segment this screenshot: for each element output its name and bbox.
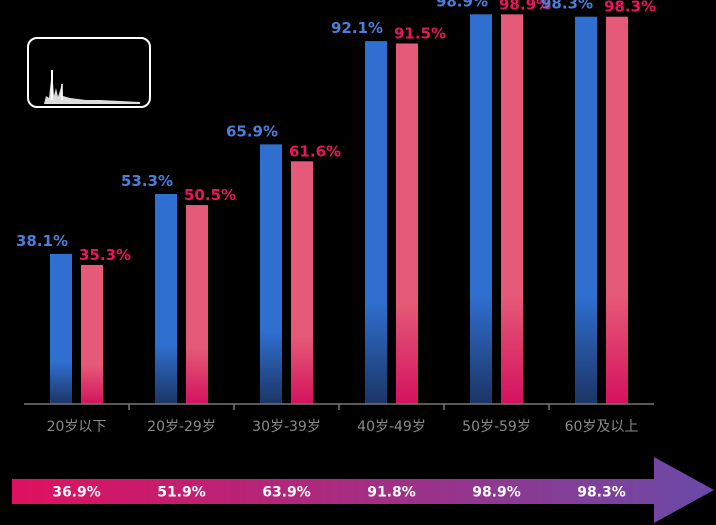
total-label-4: 98.9%	[472, 485, 521, 501]
bar-series2-4	[501, 14, 523, 405]
thumbnail-frame	[27, 37, 151, 108]
bar-series2-0	[81, 264, 103, 404]
bar-series1-4	[470, 14, 492, 405]
total-label-5: 98.3%	[577, 485, 626, 501]
x-axis-ticks: 20岁以下 20岁-29岁 30岁-39岁 40岁-49岁 50岁-59岁 60岁及以上	[47, 404, 639, 435]
value-label-series1-3: 92.1%	[331, 19, 383, 37]
x-tick-label-2: 30岁-39岁	[252, 419, 321, 435]
value-label-series1-2: 65.9%	[226, 122, 278, 140]
value-label-series2-5: 98.3%	[604, 0, 656, 16]
x-tick-label-4: 50岁-59岁	[462, 419, 531, 435]
bar-series1-1	[155, 193, 177, 404]
value-label-series2-3: 91.5%	[394, 24, 446, 42]
gradient-arrow	[12, 457, 714, 523]
bar-series1-3	[365, 41, 387, 404]
thumbnail-box	[27, 37, 151, 108]
bar-series1-5	[575, 16, 597, 405]
total-label-1: 51.9%	[157, 485, 206, 501]
value-label-series2-2: 61.6%	[289, 142, 341, 160]
total-label-2: 63.9%	[262, 485, 311, 501]
value-label-series2-4: 98.9%	[499, 0, 551, 13]
value-label-series1-1: 53.3%	[121, 172, 173, 190]
bar-series2-1	[186, 205, 208, 404]
bar-series2-2	[291, 161, 313, 404]
bars-layer	[50, 14, 628, 405]
x-tick-label-3: 40岁-49岁	[357, 419, 426, 435]
x-tick-label-0: 20岁以下	[47, 419, 107, 435]
value-labels-layer: 38.1% 35.3% 53.3% 50.5% 65.9% 61.6% 92.1% 91.5%…	[16, 0, 656, 264]
x-tick-label-5: 60岁及以上	[565, 419, 639, 435]
value-label-series2-0: 35.3%	[79, 246, 131, 264]
value-label-series2-1: 50.5%	[184, 186, 236, 204]
bar-series2-5	[606, 16, 628, 405]
value-label-series1-5: 98.3%	[541, 0, 593, 13]
totals-arrow: 36.9% 51.9% 63.9% 91.8% 98.9% 98.3%	[12, 457, 714, 523]
photo-thumbnail-icon	[36, 70, 140, 104]
bar-series2-3	[396, 43, 418, 405]
bar-series1-2	[260, 144, 282, 404]
value-label-series1-4: 98.9%	[436, 0, 488, 10]
total-label-0: 36.9%	[52, 485, 101, 501]
bar-series1-0	[50, 253, 72, 404]
totals-labels-layer: 36.9% 51.9% 63.9% 91.8% 98.9% 98.3%	[52, 485, 626, 501]
value-label-series1-0: 38.1%	[16, 232, 68, 250]
x-tick-label-1: 20岁-29岁	[147, 419, 216, 435]
total-label-3: 91.8%	[367, 485, 416, 501]
